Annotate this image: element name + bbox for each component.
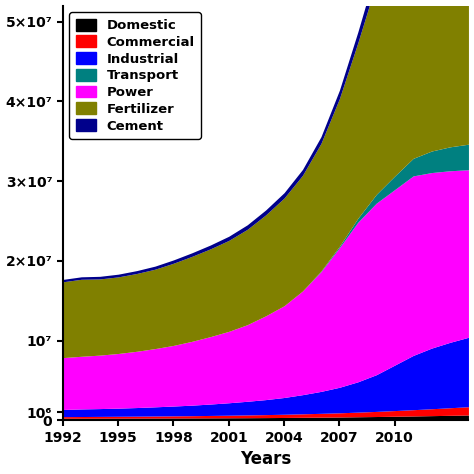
X-axis label: Years: Years bbox=[240, 450, 291, 468]
Legend: Domestic, Commercial, Industrial, Transport, Power, Fertilizer, Cement: Domestic, Commercial, Industrial, Transp… bbox=[70, 12, 201, 139]
